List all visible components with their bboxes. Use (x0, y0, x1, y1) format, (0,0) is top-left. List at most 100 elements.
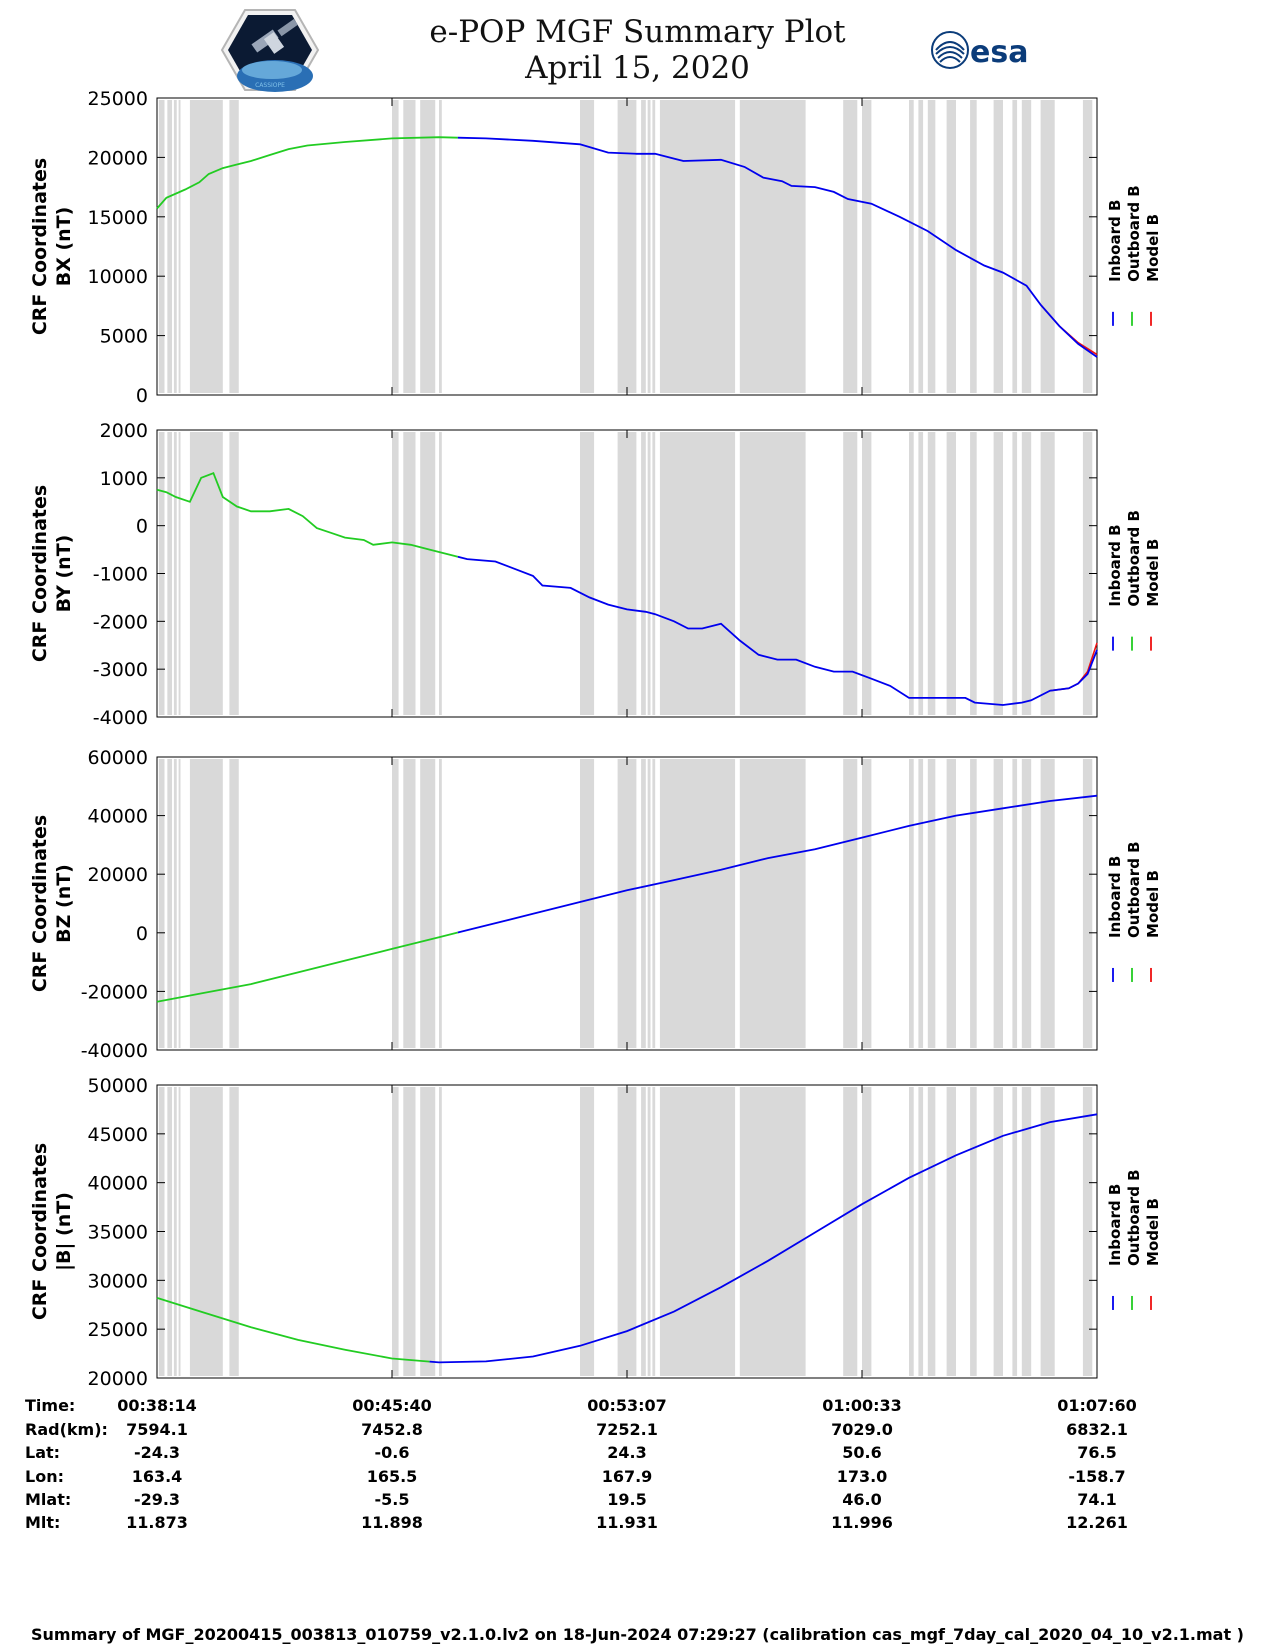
data-gap-band (392, 432, 399, 715)
ephemeris-row-label: Rad(km): (25, 1420, 108, 1439)
data-gap-band (970, 1087, 977, 1376)
data-gap-band (647, 1087, 651, 1376)
y-tick-label: 30000 (88, 1270, 148, 1292)
ephemeris-cell: 163.4 (131, 1467, 183, 1486)
ephemeris-cell: 19.5 (607, 1490, 647, 1509)
data-gap-band (189, 100, 223, 393)
data-gap-band (647, 759, 651, 1048)
data-gap-band (1040, 100, 1055, 393)
data-gap-band (1040, 432, 1055, 715)
data-gap-band (178, 759, 181, 1048)
legend-label: Inboard B (1106, 856, 1124, 938)
data-gap-band (173, 759, 177, 1048)
data-gap-band (229, 432, 239, 715)
logo-caption: CASSIOPE (255, 82, 285, 89)
inboard-b-series (457, 794, 1098, 934)
outboard-b-series (156, 931, 459, 1003)
y-tick-label: 20000 (88, 147, 148, 169)
data-gap-band (158, 759, 165, 1048)
data-gap-band (403, 100, 416, 393)
data-gap-band (993, 759, 1003, 1048)
data-gap-band (909, 1087, 914, 1376)
ephemeris-cell: 167.9 (601, 1467, 653, 1486)
data-gap-band (1082, 1087, 1093, 1376)
data-gap-band (1012, 100, 1018, 393)
data-gap-band (403, 759, 416, 1048)
data-gap-band (647, 432, 651, 715)
data-gap-band (1012, 759, 1018, 1048)
data-gap-band (659, 1087, 736, 1376)
data-gap-band (843, 1087, 858, 1376)
data-gap-band (993, 432, 1003, 715)
y-tick-label: -1000 (93, 564, 148, 586)
data-gap-band (862, 759, 872, 1048)
y-tick-label: -2000 (93, 611, 148, 633)
ephemeris-row-label: Lon: (25, 1467, 64, 1486)
ephemeris-cell: -0.6 (374, 1443, 410, 1462)
ephemeris-cell: 165.5 (366, 1467, 418, 1486)
data-gap-band (189, 759, 223, 1048)
data-gap-band (178, 1087, 181, 1376)
data-gap-band (927, 100, 936, 393)
data-gap-band (392, 759, 399, 1048)
data-gap-band (970, 432, 977, 715)
legend-label: Model B (1144, 1198, 1162, 1266)
data-gap-band (1012, 432, 1018, 715)
legend-label: Inboard B (1106, 524, 1124, 606)
data-gap-band (659, 759, 736, 1048)
legend-label: Outboard B (1125, 1169, 1143, 1266)
outboard-b-series (156, 471, 459, 558)
legend-label: Outboard B (1125, 841, 1143, 938)
ephemeris-row-label: Mlt: (25, 1513, 61, 1532)
ephemeris-cell: -5.5 (374, 1490, 410, 1509)
ephemeris-cell: 01:07:60 (1057, 1396, 1137, 1415)
data-gap-band (909, 759, 914, 1048)
data-gap-band (927, 759, 936, 1048)
data-gap-band (1021, 759, 1032, 1048)
y-tick-label: 45000 (88, 1124, 148, 1146)
inboard-b-series (457, 136, 1098, 358)
legend-label: Model B (1144, 870, 1162, 938)
data-gap-band (927, 432, 936, 715)
ephemeris-cell: -158.7 (1068, 1467, 1126, 1486)
data-gap-band (167, 1087, 173, 1376)
legend-label: Outboard B (1125, 510, 1143, 607)
plot-title: e-POP MGF Summary Plot (429, 14, 846, 50)
ephemeris-cell: 00:53:07 (587, 1396, 667, 1415)
legend-label: Inboard B (1106, 200, 1124, 282)
y-tick-label: 5000 (100, 326, 148, 348)
ephemeris-row-label: Mlat: (25, 1490, 72, 1509)
data-gap-band (617, 432, 637, 715)
data-gap-band (229, 100, 239, 393)
y-tick-label: 1000 (100, 468, 148, 490)
data-gap-band (652, 1087, 656, 1376)
y-tick-label: 10000 (88, 266, 148, 288)
y-tick-label: -40000 (81, 1040, 148, 1062)
data-gap-band (1040, 759, 1055, 1048)
y-axis-label-line2: BZ (nT) (53, 864, 75, 943)
ephemeris-cell: -29.3 (133, 1490, 181, 1509)
data-gap-band (641, 759, 646, 1048)
data-gap-band (970, 759, 977, 1048)
data-gap-band (403, 432, 416, 715)
ephemeris-cell: 50.6 (842, 1443, 882, 1462)
bx-panel-group: 0 5000 10000 15000 20000 25000 CRF Coordinates… (29, 88, 1162, 407)
inboard-b-series (457, 555, 1098, 706)
data-gap-band (167, 100, 173, 393)
data-gap-band (1012, 1087, 1018, 1376)
legend-label: Inboard B (1106, 1184, 1124, 1266)
data-gap-band (918, 432, 924, 715)
ephemeris-cell: 12.261 (1066, 1513, 1128, 1532)
y-tick-label: 20000 (88, 864, 148, 886)
data-gap-band (1040, 1087, 1055, 1376)
data-gap-band (229, 759, 239, 1048)
y-tick-label: -4000 (93, 707, 148, 729)
y-axis-label: CRF Coordinates |B| (nT) (29, 1143, 75, 1320)
data-gap-band (580, 432, 595, 715)
plot-date: April 15, 2020 (525, 50, 750, 86)
data-gap-band (1082, 100, 1093, 393)
data-gap-band (439, 759, 442, 1048)
data-gap-band (178, 100, 181, 393)
data-gap-band (392, 1087, 399, 1376)
data-gap-band (1021, 100, 1032, 393)
